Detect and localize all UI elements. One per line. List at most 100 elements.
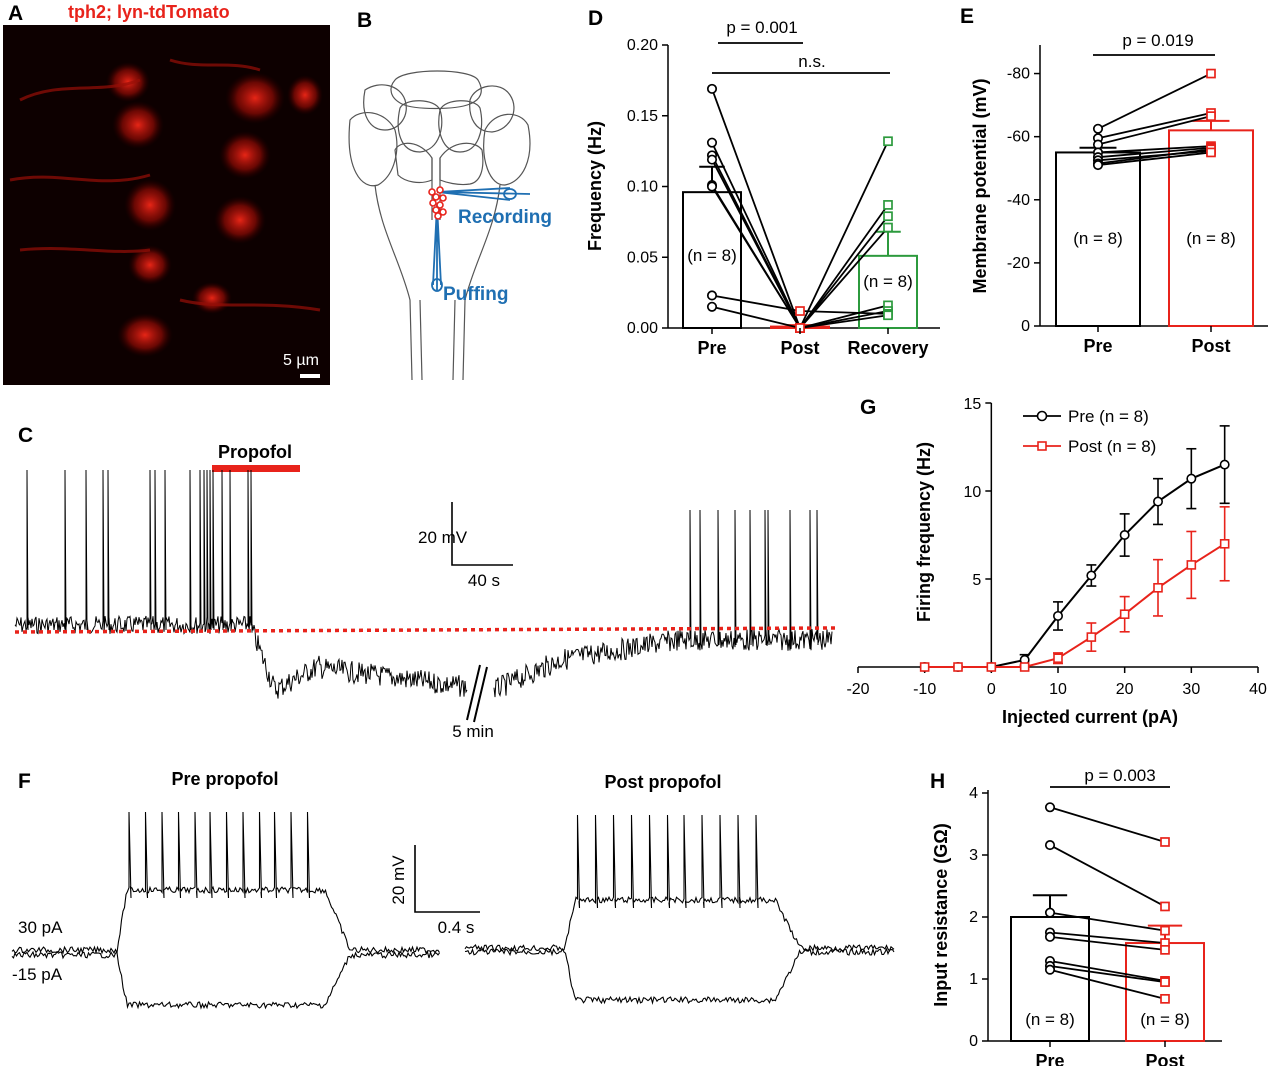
pair-line bbox=[1049, 931, 1166, 944]
scale-bar-label: 40 s bbox=[468, 571, 500, 590]
y-tick-label: -60 bbox=[1007, 129, 1030, 146]
baseline-dotted-line bbox=[14, 626, 836, 634]
y-axis-label: Frequency (Hz) bbox=[585, 121, 605, 251]
y-tick-label: 3 bbox=[969, 847, 978, 864]
stat-label: n.s. bbox=[798, 52, 825, 71]
voltage-trace bbox=[14, 469, 468, 699]
data-point bbox=[883, 200, 893, 210]
x-tick-label: Pre bbox=[1035, 1051, 1064, 1066]
y-tick-label: 4 bbox=[969, 785, 978, 802]
data-point bbox=[1219, 538, 1230, 549]
current-label: -15 pA bbox=[12, 965, 63, 984]
break-label: 5 min bbox=[452, 722, 494, 741]
y-tick-label: -40 bbox=[1007, 192, 1030, 209]
scale-bar bbox=[451, 502, 513, 566]
data-point bbox=[1044, 931, 1056, 942]
scale-bar-label: 20 mV bbox=[389, 855, 408, 905]
drug-label: Propofol bbox=[218, 442, 292, 462]
panel-c: C Propofol 5 min 20 mV 40 s bbox=[14, 424, 836, 741]
panel-label: F bbox=[18, 770, 31, 793]
voltage-trace bbox=[11, 950, 440, 1010]
data-point bbox=[1092, 160, 1104, 171]
y-tick-label: -80 bbox=[1007, 66, 1030, 83]
data-point bbox=[1044, 964, 1056, 975]
y-tick-label: 0 bbox=[1021, 318, 1030, 335]
y-tick-label: 2 bbox=[969, 909, 978, 926]
axis-break bbox=[466, 664, 488, 723]
y-tick-label: 15 bbox=[964, 396, 982, 413]
y-tick-label: 0.20 bbox=[627, 37, 658, 54]
y-tick-label: 0.05 bbox=[627, 249, 658, 266]
x-tick-label: Post bbox=[1191, 336, 1230, 356]
panel-g: G Firing frequency (Hz) Injected current… bbox=[846, 396, 1267, 727]
panel-label: D bbox=[588, 7, 603, 30]
data-point bbox=[1160, 837, 1170, 847]
panel-label: C bbox=[18, 424, 33, 447]
pair-line bbox=[1049, 965, 1166, 983]
data-point bbox=[1044, 907, 1056, 918]
data-point bbox=[1053, 653, 1063, 664]
panel-d: D Frequency (Hz) 0.00 0.05 0.10 0.15 0.20 Pr… bbox=[585, 7, 940, 358]
panel-f: F Pre propofol Post propofol 30 pA -15 p… bbox=[11, 769, 895, 1010]
data-point bbox=[883, 222, 893, 233]
panel-label: E bbox=[960, 5, 974, 28]
data-point bbox=[706, 137, 718, 148]
data-point bbox=[1019, 662, 1030, 672]
data-point bbox=[1219, 459, 1230, 470]
data-point bbox=[706, 181, 718, 192]
panel-label: A bbox=[8, 2, 23, 25]
y-axis-label: Firing frequency (Hz) bbox=[914, 442, 934, 622]
panel-label: H bbox=[930, 770, 945, 793]
current-label: 30 pA bbox=[18, 918, 63, 937]
brain-schematic bbox=[348, 70, 531, 381]
data-point bbox=[1186, 473, 1197, 484]
x-tick-label: 40 bbox=[1249, 681, 1267, 698]
data-point bbox=[883, 211, 893, 222]
x-axis-label: Injected current (pA) bbox=[1002, 707, 1178, 727]
data-point bbox=[1053, 610, 1064, 621]
data-point bbox=[1044, 840, 1056, 851]
x-tick-label: 0 bbox=[987, 681, 996, 698]
voltage-trace bbox=[464, 814, 895, 953]
y-tick-label: 10 bbox=[964, 484, 982, 501]
data-point bbox=[1206, 147, 1216, 158]
stat-label: p = 0.001 bbox=[726, 18, 797, 37]
trace-title: Pre propofol bbox=[172, 769, 279, 789]
y-tick-label: 0.15 bbox=[627, 108, 658, 125]
series-line bbox=[924, 542, 1226, 668]
x-tick-label: Post bbox=[780, 338, 819, 358]
x-tick-label: -20 bbox=[846, 681, 869, 698]
data-point bbox=[919, 662, 930, 672]
voltage-trace bbox=[464, 947, 895, 1006]
y-axis-label: Input resistance (GΩ) bbox=[931, 823, 951, 1006]
x-tick-label: Pre bbox=[1083, 336, 1112, 356]
stat-label: p = 0.003 bbox=[1084, 766, 1155, 785]
recording-electrode bbox=[436, 187, 531, 201]
data-point bbox=[706, 83, 718, 94]
legend: Pre (n = 8) Post (n = 8) bbox=[1023, 407, 1156, 456]
data-point bbox=[706, 290, 718, 301]
panel-label: B bbox=[357, 9, 372, 32]
data-point bbox=[1206, 68, 1216, 79]
panel-h: H Input resistance (GΩ) 0 1 2 3 4 Pre Post p … bbox=[930, 766, 1222, 1066]
trace-title: Post propofol bbox=[605, 772, 722, 792]
data-point bbox=[1160, 901, 1170, 912]
pair-line bbox=[1049, 935, 1166, 951]
y-tick-label: 0 bbox=[969, 1033, 978, 1050]
y-tick-label: 0.00 bbox=[627, 320, 658, 337]
data-point bbox=[1119, 609, 1130, 620]
legend-label: Post (n = 8) bbox=[1068, 437, 1156, 456]
n-label: (n = 8) bbox=[1025, 1010, 1075, 1029]
scale-bar-label: 20 mV bbox=[418, 528, 468, 547]
data-point bbox=[1092, 123, 1104, 134]
voltage-trace bbox=[11, 811, 440, 955]
x-tick-label: 20 bbox=[1116, 681, 1134, 698]
n-label: (n = 8) bbox=[1073, 229, 1123, 248]
data-point bbox=[1206, 111, 1216, 122]
n-label: (n = 8) bbox=[863, 272, 913, 291]
x-tick-label: Pre bbox=[697, 338, 726, 358]
data-point bbox=[1119, 529, 1130, 540]
data-point bbox=[1186, 560, 1197, 570]
legend-label: Pre (n = 8) bbox=[1068, 407, 1149, 426]
data-point bbox=[1086, 570, 1097, 581]
